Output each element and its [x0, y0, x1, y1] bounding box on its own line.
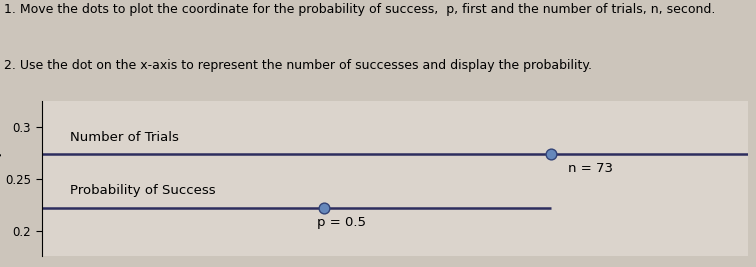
- Text: p = 0.5: p = 0.5: [318, 216, 366, 229]
- Text: 1. Move the dots to plot the coordinate for the probability of success,  p, firs: 1. Move the dots to plot the coordinate …: [4, 3, 715, 16]
- Point: [318, 206, 330, 210]
- Text: Number of Trials: Number of Trials: [70, 131, 178, 144]
- Y-axis label: Probability: Probability: [0, 147, 1, 210]
- Text: Probability of Success: Probability of Success: [70, 184, 215, 198]
- Text: 2. Use the dot on the x-axis to represent the number of successes and display th: 2. Use the dot on the x-axis to represen…: [4, 59, 592, 72]
- Point: [544, 152, 556, 156]
- Text: n = 73: n = 73: [569, 162, 613, 175]
